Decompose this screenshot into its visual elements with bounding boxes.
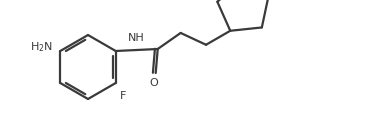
Text: O: O: [149, 78, 158, 88]
Text: H$_2$N: H$_2$N: [30, 40, 53, 54]
Text: NH: NH: [128, 33, 145, 43]
Text: F: F: [120, 91, 126, 101]
